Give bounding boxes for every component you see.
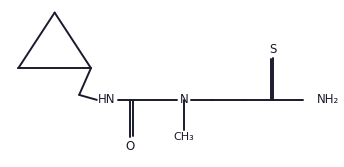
Text: N: N: [180, 93, 189, 106]
Text: HN: HN: [98, 93, 115, 106]
Text: O: O: [126, 140, 135, 152]
Text: S: S: [270, 43, 277, 56]
Text: NH₂: NH₂: [316, 93, 339, 106]
Text: CH₃: CH₃: [174, 132, 194, 142]
